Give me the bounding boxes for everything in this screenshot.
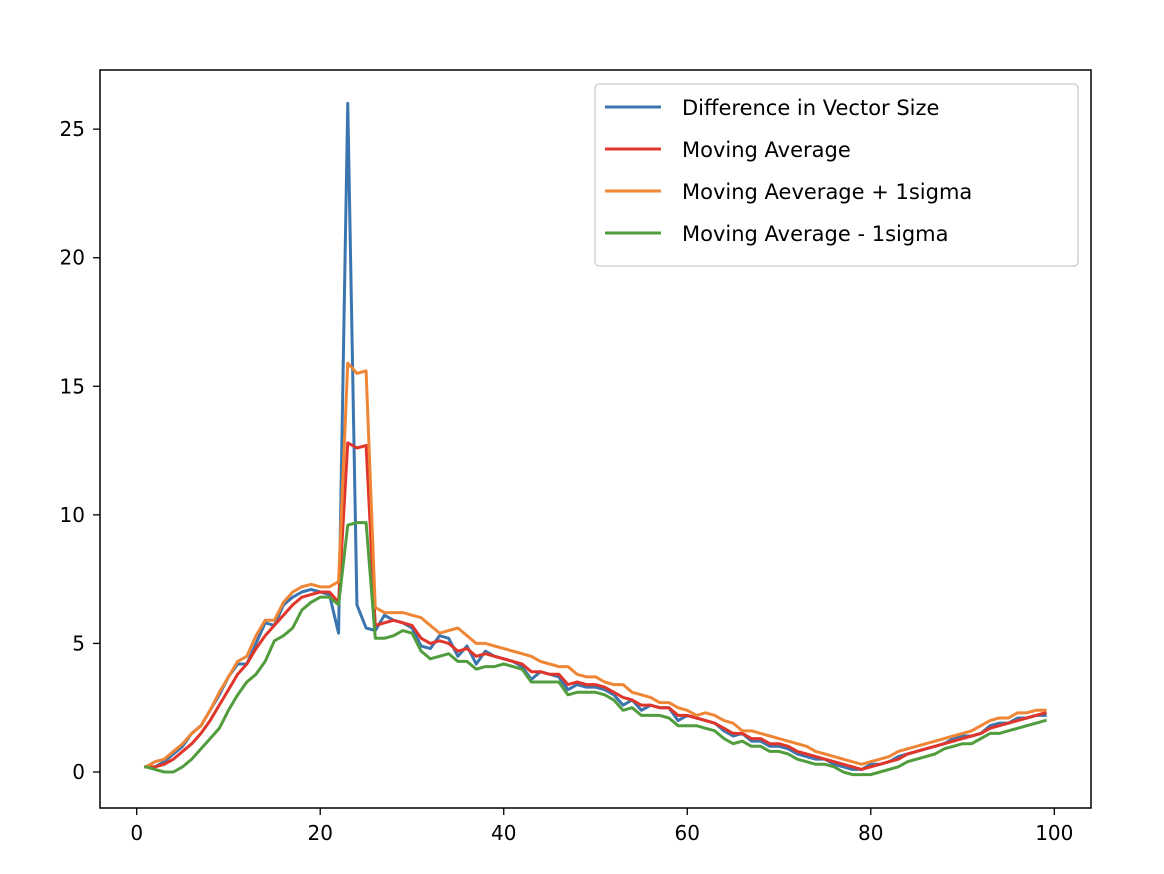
series-lines [143,101,1047,777]
y-tick-label: 15 [60,374,85,398]
series-line-1 [144,101,1047,771]
x-tick-label: 40 [491,821,516,845]
y-tick-label: 25 [60,117,85,141]
x-tick-label: 80 [858,821,883,845]
legend-box [594,83,1079,267]
legend-label: Moving Average [682,138,851,162]
legend: Difference in Vector Size Moving Average M… [594,83,1079,267]
y-tick-label: 5 [72,631,85,655]
legend-label: Moving Average - 1sigma [682,222,949,246]
x-tick-label: 100 [1035,821,1073,845]
series-line-2 [144,441,1047,771]
series-line-4 [144,521,1047,777]
y-tick-label: 10 [60,503,85,527]
x-tick-label: 60 [675,821,700,845]
y-tick-label: 0 [72,760,85,784]
x-tick-label: 0 [130,821,143,845]
y-tick-label: 20 [60,246,85,270]
plot-frame [99,69,1092,809]
x-axis: 0 20 40 60 80 100 [130,808,1073,845]
y-axis: 0 5 10 15 20 25 [60,117,100,784]
legend-label: Moving Aeverage + 1sigma [682,180,972,204]
x-tick-label: 20 [307,821,332,845]
series-line-3 [143,361,1047,769]
legend-label: Difference in Vector Size [682,96,939,120]
